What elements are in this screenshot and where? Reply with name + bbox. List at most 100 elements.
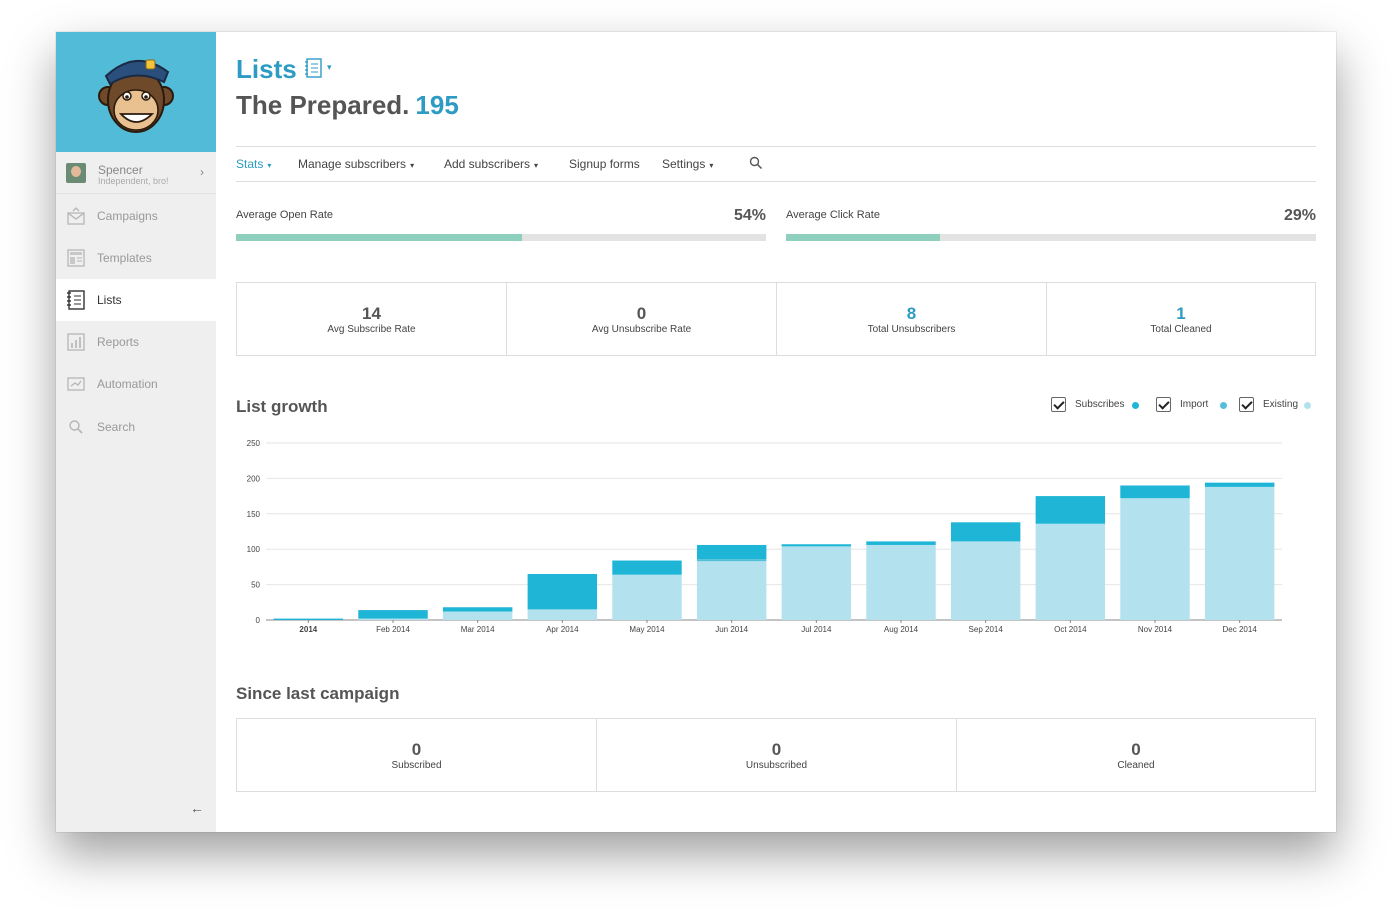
sidebar-item-reports[interactable]: Reports: [56, 321, 216, 363]
sidebar-item-automation[interactable]: Automation: [56, 363, 216, 405]
logo[interactable]: [56, 32, 216, 152]
stat-value[interactable]: 1: [1176, 304, 1186, 323]
sidebar-item-label: Lists: [97, 293, 122, 307]
tab-add-subscribers[interactable]: Add subscribers ▾: [444, 157, 538, 171]
user-name: Spencer: [98, 163, 143, 177]
list-switcher-icon[interactable]: [304, 58, 322, 78]
chevron-down-icon: ▾: [410, 161, 415, 170]
tab-label: Add subscribers: [444, 157, 531, 171]
stat-value: 14: [362, 304, 381, 323]
list-heading: The Prepared. 195: [236, 90, 459, 121]
user-subtitle: Independent, bro!: [98, 176, 169, 186]
stat-value[interactable]: 8: [906, 304, 917, 323]
automation-icon: [67, 377, 85, 391]
click-rate-label: Average Click Rate: [786, 209, 880, 221]
stat-cleaned: 0 Cleaned: [957, 719, 1315, 791]
tab-label: Signup forms: [569, 157, 640, 171]
stat-total-cleaned[interactable]: 1 Total Cleaned: [1047, 283, 1315, 355]
x-tick-label: 2014: [299, 625, 317, 634]
sidebar-item-label: Templates: [97, 251, 152, 265]
stat-avg-subscribe-rate: 14 Avg Subscribe Rate: [237, 283, 507, 355]
legend-swatch: [1304, 402, 1311, 409]
tab-settings[interactable]: Settings ▾: [662, 157, 713, 171]
bar-subscribes: [1035, 496, 1106, 524]
sidebar-item-search[interactable]: Search: [56, 406, 216, 448]
stat-total-unsubscribers[interactable]: 8 Total Unsubscribers: [777, 283, 1047, 355]
tab-manage-subscribers[interactable]: Manage subscribers ▾: [298, 157, 414, 171]
legend-swatch: [1132, 402, 1139, 409]
y-tick-label: 100: [247, 545, 261, 554]
click-rate-fill: [786, 234, 940, 241]
tab-label: Settings: [662, 157, 706, 171]
open-rate-fill: [236, 234, 523, 241]
legend-swatch: [1220, 402, 1227, 409]
list-tabs: Stats ▾ Manage subscribers ▾ Add subscribe…: [236, 146, 1316, 182]
list-growth-title: List growth: [236, 397, 328, 416]
x-tick-label: Sep 2014: [969, 625, 1004, 634]
bar-existing: [1204, 486, 1275, 620]
bar-subscribes: [866, 541, 936, 545]
bar-existing: [866, 544, 936, 620]
legend-existing-toggle[interactable]: Existing: [1239, 397, 1319, 413]
search-icon[interactable]: [749, 156, 763, 170]
x-tick-label: Mar 2014: [461, 625, 495, 634]
checkbox[interactable]: [1239, 397, 1254, 412]
bar-subscribes: [273, 618, 344, 620]
sidebar-item-lists[interactable]: Lists: [56, 279, 216, 321]
sidebar: Spencer Independent, bro! › Campaigns Te…: [56, 32, 216, 832]
y-tick-label: 200: [247, 474, 261, 483]
main-content: Lists ▾ The Prepared. 195 Stats ▾ Manage s…: [216, 32, 1336, 832]
y-tick-label: 50: [251, 581, 260, 590]
stat-label: Cleaned: [1117, 760, 1155, 771]
stat-label: Total Unsubscribers: [867, 324, 956, 335]
chevron-down-icon[interactable]: ▾: [327, 62, 332, 72]
x-tick-label: Jun 2014: [715, 625, 748, 634]
bar-subscribes: [612, 560, 682, 575]
x-tick-label: Oct 2014: [1054, 625, 1087, 634]
bar-existing: [781, 546, 852, 620]
stat-subscribed: 0 Subscribed: [237, 719, 597, 791]
page-title: Lists: [236, 54, 297, 84]
legend-subscribes-toggle[interactable]: Subscribes: [1051, 397, 1146, 413]
stat-value: 0: [411, 740, 422, 759]
sidebar-item-label: Automation: [97, 377, 158, 391]
chevron-down-icon: ▾: [267, 161, 272, 170]
collapse-sidebar-icon[interactable]: ←: [190, 800, 204, 816]
open-rate-bar: [236, 234, 766, 241]
y-tick-label: 250: [247, 439, 261, 448]
mailchimp-logo-icon: [98, 59, 174, 133]
x-tick-label: Aug 2014: [884, 625, 919, 634]
y-tick-label: 150: [247, 510, 261, 519]
x-tick-label: Dec 2014: [1223, 625, 1258, 634]
bar-existing: [442, 611, 513, 620]
x-tick-label: Nov 2014: [1138, 625, 1173, 634]
since-last-campaign-title: Since last campaign: [236, 684, 400, 703]
bar-subscribes: [358, 610, 428, 619]
stat-label: Avg Unsubscribe Rate: [591, 324, 692, 335]
x-tick-label: Apr 2014: [546, 625, 579, 634]
legend-label: Existing: [1263, 399, 1299, 410]
bar-subscribes: [781, 544, 852, 547]
bar-subscribes: [696, 544, 767, 560]
search-icon: [69, 420, 83, 434]
avatar: [66, 163, 86, 183]
sidebar-item-campaigns[interactable]: Campaigns: [56, 195, 216, 237]
templates-icon: [67, 249, 85, 267]
x-tick-label: Jul 2014: [801, 625, 832, 634]
checkbox[interactable]: [1156, 397, 1171, 412]
legend-import-toggle[interactable]: Import: [1156, 397, 1231, 413]
tab-label: Manage subscribers: [298, 157, 407, 171]
user-menu[interactable]: Spencer Independent, bro! ›: [56, 152, 216, 194]
list-growth-chart: 0 50 100 150 200 250 2014 Feb 2014 Mar 2014 Apr 2…: [247, 439, 1282, 634]
tab-signup-forms[interactable]: Signup forms: [569, 157, 640, 171]
bar-import: [696, 559, 767, 562]
sidebar-item-templates[interactable]: Templates: [56, 237, 216, 279]
lists-icon: [67, 290, 85, 310]
bar-existing: [1035, 523, 1106, 620]
bar-existing: [527, 609, 598, 620]
tab-stats[interactable]: Stats ▾: [236, 157, 271, 171]
app-window: Spencer Independent, bro! › Campaigns Te…: [56, 32, 1336, 832]
checkbox[interactable]: [1051, 397, 1066, 412]
y-tick-label: 0: [256, 616, 261, 625]
stat-label: Total Cleaned: [1150, 324, 1212, 335]
